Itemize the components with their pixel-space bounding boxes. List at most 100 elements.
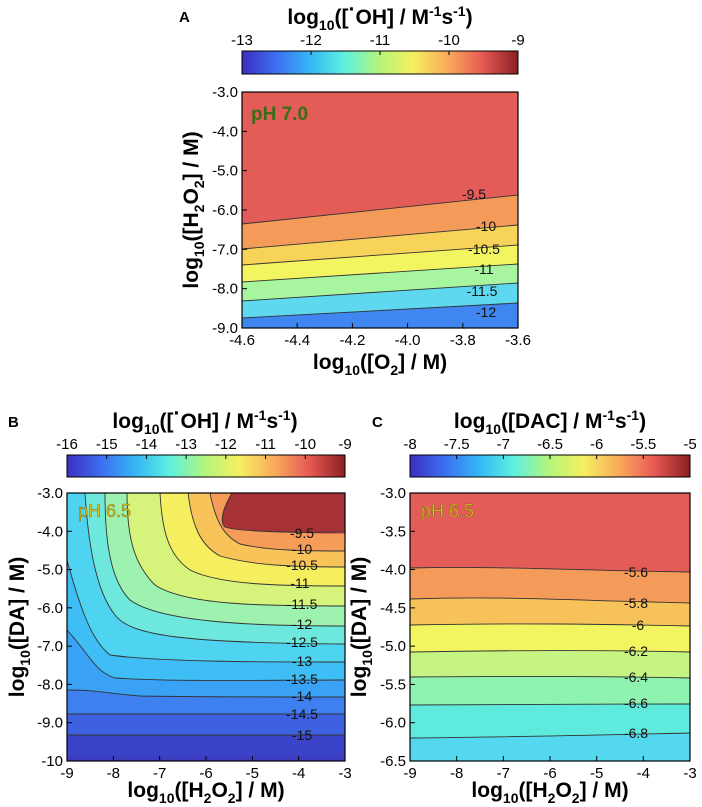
contour-plot-b [67, 493, 345, 761]
y-tick-label-a-3: -6.0 [212, 202, 238, 219]
contour-line-a-0 [242, 194, 518, 225]
contour-label-a-2: -10.5 [468, 241, 500, 257]
y-tick-label-c-2: -4.0 [380, 562, 406, 579]
x-tick-label-a-0: -4.6 [229, 332, 255, 349]
contour-label-a-3: -11 [474, 261, 493, 277]
colorbar-tick-label-a-2: -11 [370, 32, 391, 49]
contour-label-b-6: -12.5 [286, 634, 318, 650]
contour-label-b-9: -14 [292, 688, 312, 704]
colorbar-tick-label-a-0: -13 [231, 32, 253, 49]
y-tick-label-a-5: -8.0 [212, 281, 238, 298]
colorbar-tick-label-a-4: -9 [511, 32, 524, 49]
colorbar-tick-label-b-5: -11 [255, 436, 276, 453]
band-a-6 [242, 303, 518, 328]
contour-label-b-11: -15 [292, 727, 312, 743]
y-tick-label-c-7: -6.5 [380, 753, 406, 770]
contour-line-c-3 [410, 650, 690, 653]
colorbar-tick-label-b-1: -15 [96, 436, 118, 453]
x-tick-label-a-4: -3.8 [450, 332, 476, 349]
contour-label-b-10: -14.5 [286, 706, 318, 722]
contour-line-c-4 [410, 675, 690, 679]
contour-label-c-0: -5.6 [624, 564, 648, 580]
contour-label-a-1: -10 [476, 218, 496, 234]
x-axis-label-a: log10([O2] / M) [313, 351, 447, 378]
contour-line-a-5 [242, 302, 518, 319]
x-axis-label-c: log10([H2O2] / M) [471, 779, 628, 806]
x-tick-label-c-2: -7 [497, 765, 510, 782]
colorbar-b: log10([·OH] / M-1s-1) -16 -15 -14 -13 -12 -11… [56, 402, 352, 478]
colorbar-ticks-b: -16 -15 -14 -13 -12 -11 -10 -9 [56, 436, 352, 459]
contour-line-c-5 [410, 703, 690, 706]
colorbar-tick-label-c-5: -5.5 [630, 436, 656, 453]
y-tick-label-c-0: -3.0 [380, 485, 406, 502]
x-tick-label-b-2: -7 [153, 765, 166, 782]
y-tick-label-c-4: -5.0 [380, 638, 406, 655]
contour-line-b-5 [104, 493, 345, 627]
panel-letter-c: C [372, 414, 383, 431]
colorbar-tick-label-c-3: -6.5 [537, 436, 563, 453]
contour-line-b-6 [84, 493, 345, 645]
x-tick-label-b-1: -8 [107, 765, 120, 782]
contour-line-a-1 [242, 224, 518, 250]
x-tick-label-c-5: -4 [637, 765, 650, 782]
colorbar-tick-label-b-0: -16 [56, 436, 78, 453]
contour-label-b-8: -13.5 [286, 671, 318, 687]
y-tick-label-b-7: -10 [41, 753, 63, 770]
band-b-peak [222, 493, 345, 533]
colorbar-ticks-a: -13 -12 -11 -10 -9 [231, 32, 525, 55]
contour-label-b-0: -9.5 [290, 525, 314, 541]
contour-label-a-4: -11.5 [467, 283, 498, 299]
x-axis-label-b: log10([H2O2] / M) [127, 779, 284, 806]
y-tick-label-c-3: -4.5 [380, 600, 406, 617]
contour-line-c-1 [410, 597, 690, 604]
contour-line-c-2 [410, 623, 690, 627]
contour-label-b-7: -13 [292, 653, 312, 669]
contour-plot-c [410, 493, 690, 761]
ph-annotation-a: pH 7.0 [251, 104, 308, 125]
colorbar-tick-label-b-4: -12 [215, 436, 237, 453]
contour-label-b-5: -12 [292, 616, 312, 632]
panel-letter-a: A [179, 9, 190, 26]
y-axis-label-a: log10([H2O2] / M) [180, 131, 207, 288]
colorbar-tick-label-c-2: -7 [497, 436, 510, 453]
x-tick-label-b-5: -4 [292, 765, 305, 782]
contour-line-b-1 [209, 493, 345, 552]
x-tick-label-c-3: -6 [543, 765, 556, 782]
colorbar-a: log10([·OH] / M-1s-1) -13 -12 -11 -10 -9 [231, 0, 525, 75]
contour-label-b-3: -11 [290, 575, 309, 591]
contour-line-b-0 [221, 493, 345, 533]
band-c-7 [410, 733, 690, 761]
x-tick-label-b-4: -5 [246, 765, 259, 782]
contour-label-b-2: -10.5 [286, 557, 318, 573]
y-ticks-a: -3.0 -4.0 -5.0 -6.0 -7.0 -8.0 -9.0 [212, 84, 247, 337]
x-tick-label-c-1: -8 [450, 765, 463, 782]
colorbar-gradient-b [66, 454, 346, 478]
x-tick-label-a-3: -4.0 [395, 332, 421, 349]
y-tick-label-b-4: -7.0 [37, 638, 63, 655]
x-ticks-c: -9 -8 -7 -6 -5 -4 -3 [403, 756, 697, 782]
x-ticks-b: -9 -8 -7 -6 -5 -4 -3 [60, 756, 352, 782]
y-axis-label-b: log10([DA] / M) [6, 557, 33, 697]
panel-letter-b: B [8, 414, 19, 431]
x-tick-label-b-3: -6 [199, 765, 212, 782]
y-tick-label-a-4: -7.0 [212, 241, 238, 258]
colorbar-tick-label-a-1: -12 [300, 32, 322, 49]
colorbar-tick-label-b-2: -14 [136, 436, 158, 453]
contour-line-b-2 [187, 493, 345, 568]
y-tick-label-a-0: -3.0 [212, 84, 238, 101]
y-tick-label-a-2: -5.0 [212, 163, 238, 180]
y-ticks-c: -3.0 -3.5 -4.0 -4.5 -5.0 -5.5 -6.0 -6.5 [380, 485, 415, 770]
y-tick-label-a-6: -9.0 [212, 320, 238, 337]
y-tick-label-c-5: -5.5 [380, 676, 406, 693]
x-tick-label-b-6: -3 [338, 765, 351, 782]
contour-line-b-9 [67, 689, 345, 698]
y-tick-label-c-6: -6.0 [380, 715, 406, 732]
contour-line-a-4 [242, 282, 518, 302]
contour-label-a-0: -9.5 [462, 186, 486, 202]
y-tick-label-c-1: -3.5 [380, 523, 406, 540]
contour-line-b-8 [67, 629, 345, 681]
y-tick-label-b-0: -3.0 [37, 485, 63, 502]
y-tick-label-b-2: -5.0 [37, 562, 63, 579]
x-ticks-a: -4.6 -4.4 -4.2 -4.0 -3.8 -3.6 [229, 323, 531, 349]
